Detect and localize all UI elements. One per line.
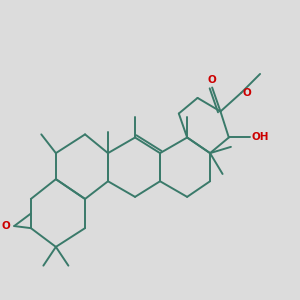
Text: O: O	[1, 221, 10, 231]
Text: O: O	[208, 75, 217, 85]
Text: O: O	[242, 88, 251, 98]
Text: OH: OH	[252, 133, 269, 142]
